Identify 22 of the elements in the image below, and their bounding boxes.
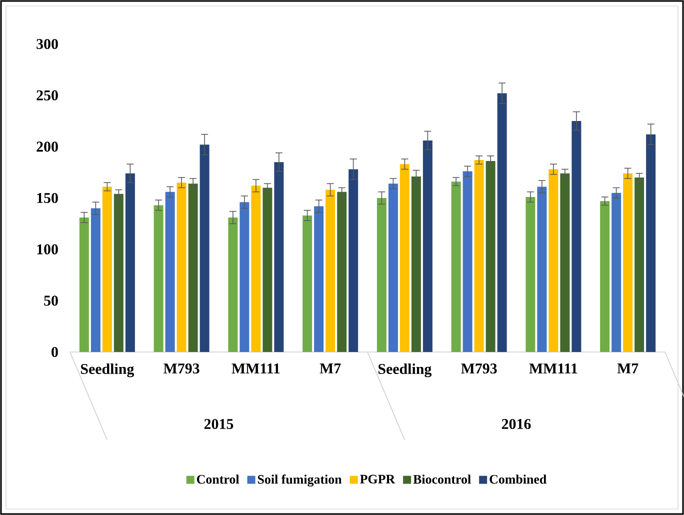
x-tick-label: M7 [320, 364, 341, 374]
x-tick-label: MM111 [529, 364, 578, 374]
y-tick-label: 200 [36, 142, 58, 152]
x-tick-label: M793 [164, 364, 200, 374]
text: 2016 [502, 418, 531, 430]
x-tick-label: Seedling [80, 364, 134, 378]
y-tick-label: 150 [37, 192, 58, 204]
text: 2015 [204, 418, 234, 430]
y-tick-label: 250 [36, 90, 58, 100]
y-tick-label: 300 [36, 38, 58, 50]
legend-label: Control [196, 474, 240, 484]
y-tick-label: 50 [44, 296, 58, 306]
y-tick-label: 0 [52, 346, 58, 358]
x-tick-label: M793 [461, 364, 497, 374]
legend-label: Soil fumigation [258, 474, 342, 486]
legend-label: Combined [490, 474, 547, 484]
legend-label: PGPR [360, 474, 396, 484]
x-tick-label: MM111 [232, 364, 280, 374]
x-tick-label: M7 [617, 364, 638, 374]
legend-label: Biocontrol [413, 474, 471, 484]
x-tick-label: Seedling [378, 364, 432, 378]
y-tick-label: 100 [37, 244, 58, 254]
